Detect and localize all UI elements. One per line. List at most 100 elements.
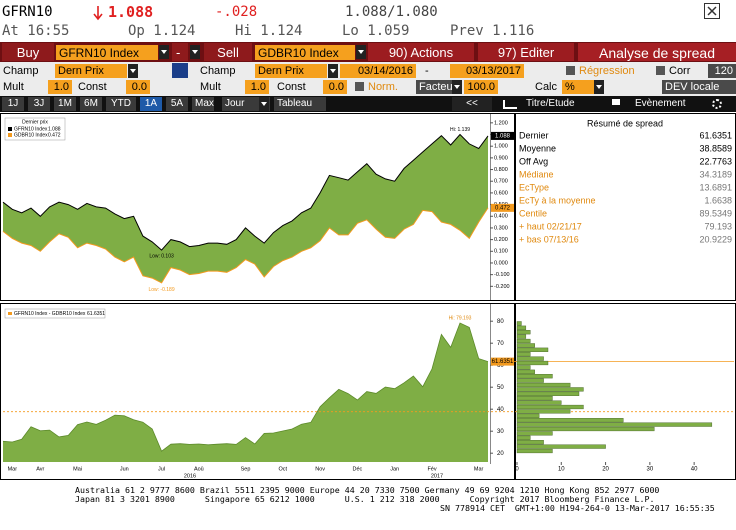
- summary-value: 79.193: [704, 221, 732, 231]
- histogram-bar: [516, 444, 606, 449]
- y-tick-label: 1.000: [494, 144, 508, 150]
- x-tick-label: Avr: [36, 466, 44, 472]
- x-tick-label: 0: [515, 467, 519, 473]
- y-tick-label: 0.800: [494, 167, 508, 173]
- calc-select[interactable]: %: [562, 80, 604, 94]
- currency-select[interactable]: DEV locale: [662, 80, 736, 94]
- minus-button[interactable]: -: [172, 43, 188, 61]
- dropdown[interactable]: [452, 80, 462, 94]
- last-value-label: 61.6351: [492, 359, 514, 365]
- dropdown[interactable]: [190, 45, 200, 59]
- legend-label: GDBR10 Index: [14, 132, 48, 138]
- settings-icon[interactable]: [712, 99, 722, 109]
- period-tab[interactable]: 1M: [54, 97, 76, 111]
- swap-button[interactable]: [172, 63, 188, 78]
- mult-input[interactable]: 1.0: [48, 80, 72, 94]
- dropdown[interactable]: [356, 45, 366, 59]
- price-panel: [0, 113, 515, 301]
- x-tick-label: 30: [647, 467, 654, 473]
- summary-label: Moyenne: [519, 143, 556, 153]
- mult-input[interactable]: 1.0: [245, 80, 269, 94]
- period-tab[interactable]: YTD: [106, 97, 136, 111]
- histogram-bar: [516, 330, 531, 335]
- summary-value: 34.3189: [699, 169, 732, 179]
- sell-button[interactable]: Sell: [204, 43, 252, 61]
- field-select[interactable]: Dern Prix: [255, 64, 327, 78]
- table-button[interactable]: Tableau: [274, 97, 326, 111]
- dropdown[interactable]: [128, 64, 138, 78]
- x-year-label: 2016: [184, 473, 196, 479]
- summary-value: 13.6891: [699, 182, 732, 192]
- y-tick-label: 60: [497, 363, 504, 369]
- corr-window[interactable]: 120: [708, 64, 736, 78]
- period-tab[interactable]: 1J: [2, 97, 24, 111]
- edit-menu[interactable]: 97) Editer: [478, 43, 574, 61]
- x-tick-label: 20: [602, 467, 609, 473]
- y-tick-label: 1.200: [494, 120, 508, 126]
- y-tick-label: 0.100: [494, 249, 508, 255]
- ticker: GFRN10: [2, 4, 53, 20]
- histogram-bar: [516, 426, 655, 432]
- high-price: Hi 1.124: [235, 23, 303, 39]
- const-input[interactable]: 0.0: [126, 80, 150, 94]
- summary-value: 22.7763: [699, 156, 732, 166]
- histogram-bar: [516, 387, 584, 392]
- summary-title: Résumé de spread: [587, 118, 663, 128]
- frequency-select[interactable]: Jour: [222, 97, 270, 111]
- end-date[interactable]: 03/13/2017: [450, 64, 524, 78]
- y-tick-label: 20: [497, 451, 504, 457]
- buy-security[interactable]: GFRN10 Index: [56, 45, 158, 60]
- summary-label: Centile: [519, 208, 547, 218]
- const-input[interactable]: 0.0: [323, 80, 347, 94]
- period-tab[interactable]: Max: [192, 97, 214, 111]
- series-line: [2, 207, 489, 284]
- footer-line: Australia 61 2 9777 8600 Brazil 5511 239…: [75, 485, 660, 495]
- histogram-bar: [516, 325, 527, 330]
- buy-button[interactable]: Buy: [2, 43, 54, 61]
- legend-box: [4, 308, 106, 319]
- summary-value: 38.8589: [699, 143, 732, 153]
- factor-label: Facteur: [416, 80, 462, 94]
- last-time: At 16:55: [2, 23, 70, 39]
- histogram-bar: [516, 448, 553, 454]
- corr-checkbox[interactable]: [656, 66, 665, 75]
- summary-label: EcTy à la moyenne: [519, 195, 596, 205]
- actions-menu[interactable]: 90) Actions: [368, 43, 474, 61]
- histogram-bar: [516, 431, 553, 436]
- corr-label: Corr: [669, 65, 691, 77]
- norm-checkbox[interactable]: [355, 82, 364, 91]
- sell-security[interactable]: GDBR10 Index: [255, 45, 355, 60]
- dropdown[interactable]: [259, 97, 269, 111]
- factor-input[interactable]: 100.0: [464, 80, 498, 94]
- dropdown[interactable]: [594, 80, 604, 94]
- date-separator: -: [425, 65, 429, 77]
- collapse-button[interactable]: <<: [452, 97, 492, 111]
- dropdown[interactable]: [159, 45, 169, 59]
- period-tab[interactable]: 1A: [140, 97, 162, 111]
- start-date[interactable]: 03/14/2016: [340, 64, 416, 78]
- period-tab[interactable]: 6M: [80, 97, 102, 111]
- summary-value: 89.5349: [699, 208, 732, 218]
- dropdown[interactable]: [328, 64, 338, 78]
- study-button[interactable]: Titre/Etude: [523, 97, 603, 111]
- period-tab[interactable]: 5A: [166, 97, 188, 111]
- mult-label: Mult: [3, 81, 24, 93]
- y-tick-label: 0.700: [494, 179, 508, 185]
- event-button[interactable]: Evènement: [632, 97, 702, 111]
- norm-label: Norm.: [368, 81, 398, 93]
- summary-label: + haut 02/21/17: [519, 221, 582, 231]
- field-select[interactable]: Dern Prix: [55, 64, 127, 78]
- y-tick-label: 70: [497, 341, 504, 347]
- x-tick-label: Oct: [279, 466, 288, 472]
- const-label: Const: [277, 81, 306, 93]
- period-tab[interactable]: 3J: [28, 97, 50, 111]
- close-icon: [707, 6, 717, 16]
- histogram-bar: [516, 396, 553, 401]
- legend-value: 61.6351: [87, 311, 105, 317]
- y-tick-label: 30: [497, 429, 504, 435]
- regression-checkbox[interactable]: [566, 66, 575, 75]
- annotation: Low: -0.189: [148, 287, 174, 293]
- histogram-bar: [516, 352, 531, 357]
